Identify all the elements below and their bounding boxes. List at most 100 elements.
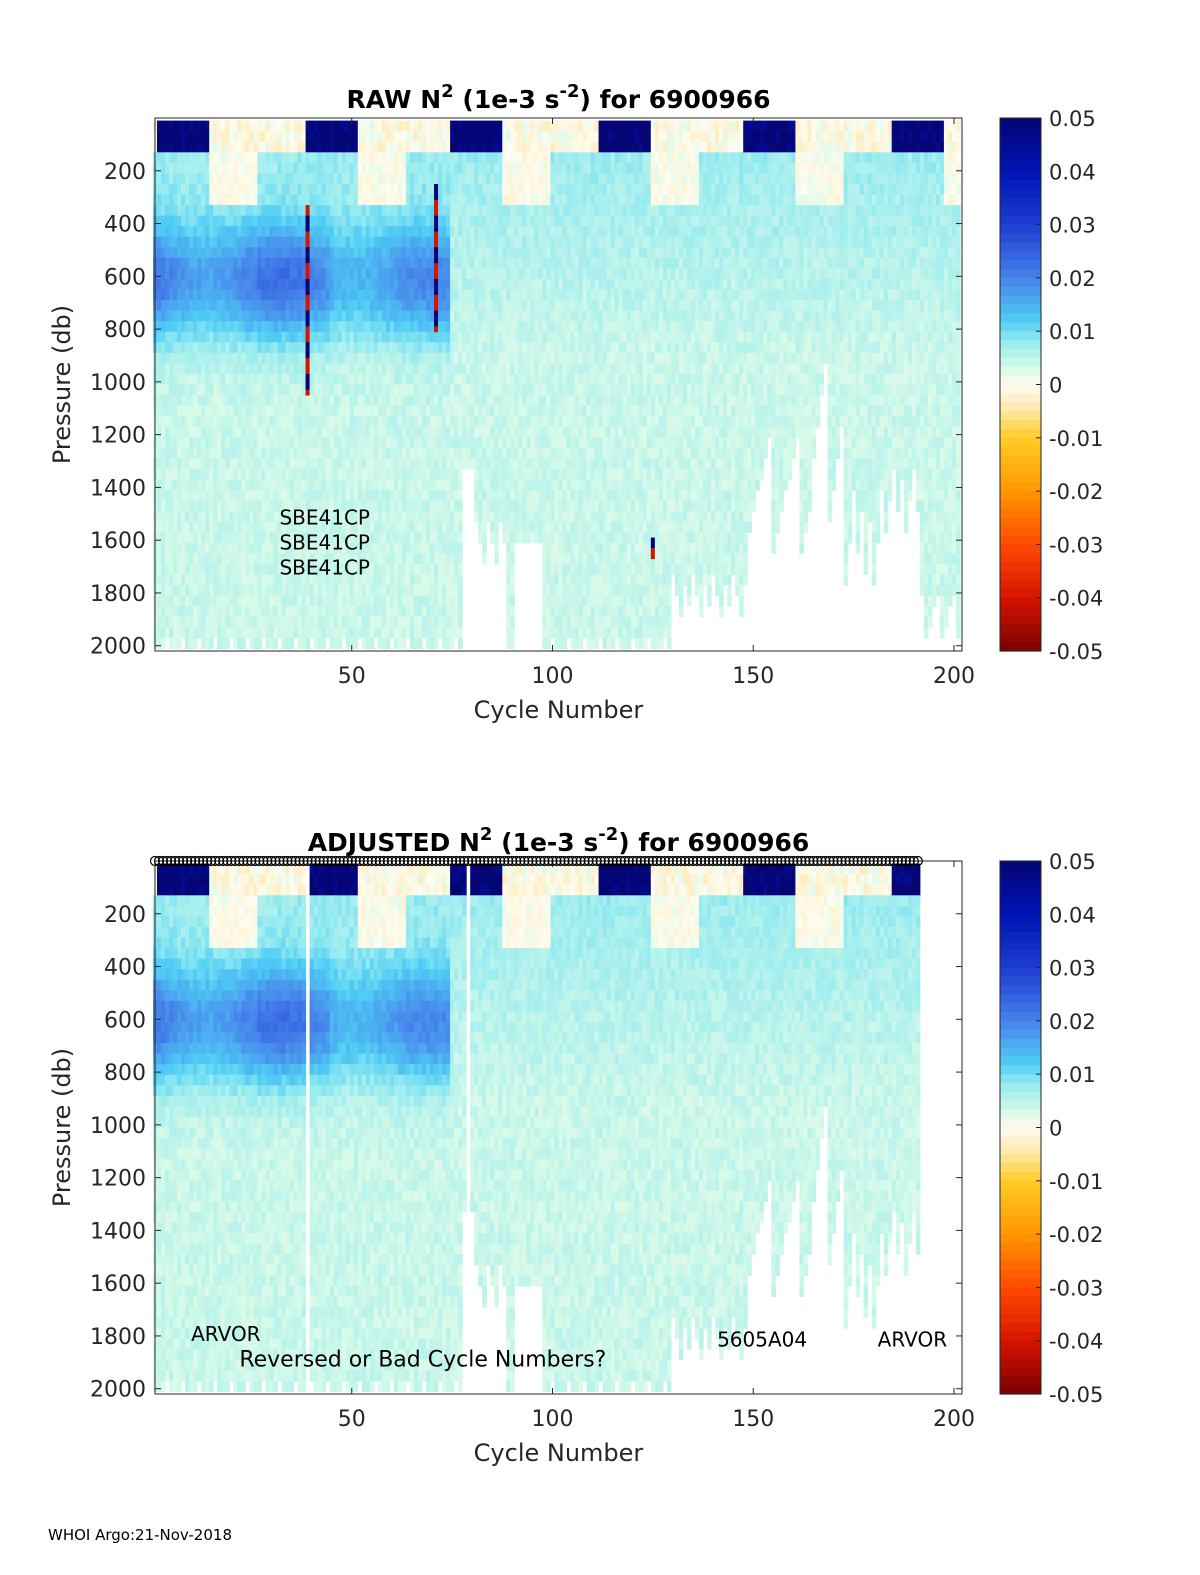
heatmap-cell — [498, 300, 503, 311]
heatmap-cell — [209, 279, 214, 290]
heatmap-cell — [221, 627, 226, 638]
heatmap-cell — [273, 406, 278, 417]
heatmap-cell — [245, 258, 250, 269]
heatmap-cell — [330, 300, 335, 311]
heatmap-cell — [217, 216, 222, 227]
heatmap-cell — [169, 290, 174, 301]
heatmap-cell — [346, 173, 351, 184]
heatmap-cell — [438, 553, 443, 564]
heatmap-cell — [330, 163, 335, 174]
heatmap-cell — [454, 195, 459, 206]
heatmap-cell — [390, 321, 395, 332]
heatmap-cell — [478, 163, 483, 174]
heatmap-cell — [547, 142, 552, 153]
heatmap-cell — [571, 300, 576, 311]
heatmap-cell — [330, 427, 335, 438]
heatmap-cell — [370, 226, 375, 237]
heatmap-cell — [362, 427, 367, 438]
heatmap-cell — [462, 173, 467, 184]
heatmap-cell — [330, 332, 335, 343]
heatmap-cell — [542, 300, 547, 311]
heatmap-cell — [534, 342, 539, 353]
heatmap-cell — [165, 247, 170, 258]
heatmap-cell — [498, 342, 503, 353]
heatmap-cell — [241, 564, 246, 575]
heatmap-cell — [551, 258, 556, 269]
heatmap-cell — [382, 395, 387, 406]
heatmap-cell — [418, 131, 423, 142]
heatmap-cell — [193, 501, 198, 512]
heatmap-cell — [498, 374, 503, 385]
heatmap-cell — [450, 332, 455, 343]
heatmap-cell — [265, 353, 270, 364]
heatmap-cell — [510, 142, 515, 153]
heatmap-cell — [542, 226, 547, 237]
heatmap-cell — [559, 216, 564, 227]
heatmap-cell — [362, 205, 367, 216]
heatmap-cell — [506, 617, 511, 628]
heatmap-cell — [410, 480, 415, 491]
heatmap-cell — [555, 216, 560, 227]
heatmap-cell — [245, 311, 250, 322]
heatmap-cell — [390, 469, 395, 480]
heatmap-cell — [538, 205, 543, 216]
heatmap-cell — [261, 385, 266, 396]
heatmap-cell — [225, 427, 230, 438]
heatmap-cell — [542, 480, 547, 491]
heatmap-cell — [286, 163, 291, 174]
heatmap-cell — [185, 363, 190, 374]
heatmap-cell — [253, 575, 258, 586]
heatmap-cell — [406, 458, 411, 469]
heatmap-cell — [398, 448, 403, 459]
heatmap-cell — [486, 363, 491, 374]
heatmap-cell — [350, 131, 355, 142]
heatmap-cell — [418, 395, 423, 406]
heatmap-cell — [314, 216, 319, 227]
heatmap-cell — [542, 522, 547, 533]
heatmap-cell — [402, 237, 407, 248]
heatmap-cell — [245, 501, 250, 512]
heatmap-cell — [249, 532, 254, 543]
heatmap-cell — [366, 237, 371, 248]
heatmap-cell — [462, 353, 467, 364]
heatmap-cell — [302, 226, 307, 237]
heatmap-cell — [486, 416, 491, 427]
heatmap-cell — [358, 216, 363, 227]
heatmap-cell — [563, 406, 568, 417]
heatmap-cell — [470, 163, 475, 174]
heatmap-cell — [342, 585, 347, 596]
heatmap-cell — [414, 448, 419, 459]
heatmap-cell — [450, 300, 455, 311]
heatmap-cell — [334, 205, 339, 216]
heatmap-cell — [402, 564, 407, 575]
heatmap-cell — [382, 606, 387, 617]
heatmap-cell — [430, 226, 435, 237]
heatmap-cell — [217, 290, 222, 301]
heatmap-cell — [290, 458, 295, 469]
heatmap-cell — [555, 596, 560, 607]
heatmap-cell — [306, 448, 311, 459]
heatmap-cell — [334, 458, 339, 469]
heatmap-cell — [265, 311, 270, 322]
heatmap-cell — [402, 279, 407, 290]
heatmap-cell — [233, 395, 238, 406]
heatmap-cell — [282, 448, 287, 459]
heatmap-cell — [269, 237, 274, 248]
heatmap-cell — [261, 458, 266, 469]
heatmap-cell — [506, 173, 511, 184]
heatmap-cell — [506, 321, 511, 332]
heatmap-cell — [306, 152, 311, 163]
heatmap-cell — [338, 627, 343, 638]
heatmap-cell — [177, 385, 182, 396]
heatmap-cell — [282, 638, 287, 649]
heatmap-cell — [559, 279, 564, 290]
heatmap-cell — [265, 237, 270, 248]
heatmap-cell — [374, 532, 379, 543]
heatmap-cell — [502, 342, 507, 353]
heatmap-cell — [547, 247, 552, 258]
heatmap-cell — [326, 311, 331, 322]
heatmap-cell — [330, 247, 335, 258]
heatmap-cell — [177, 363, 182, 374]
heatmap-cell — [571, 321, 576, 332]
heatmap-cell — [394, 575, 399, 586]
